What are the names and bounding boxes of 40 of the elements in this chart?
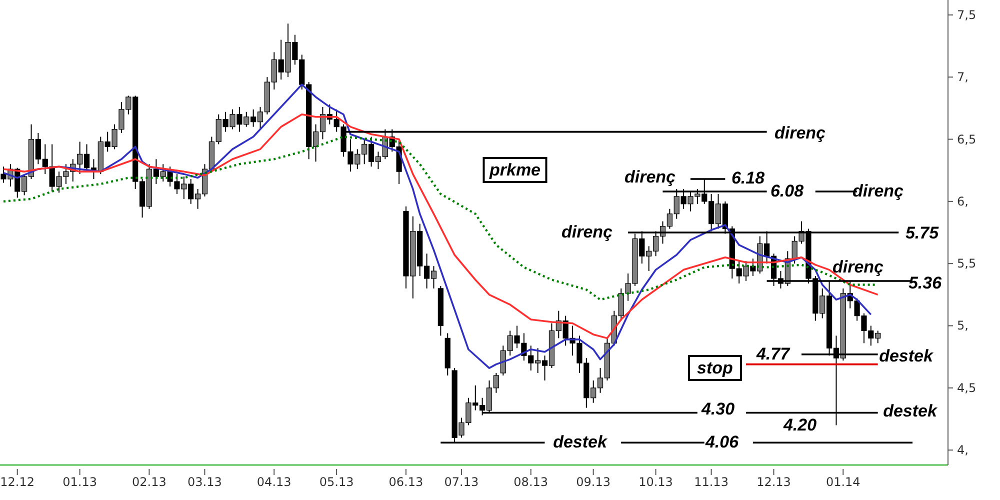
x-tick-label: 09.13 xyxy=(576,475,610,489)
x-tick-label: 01.13 xyxy=(62,475,97,489)
y-tick-label: 5,5 xyxy=(957,256,976,271)
annotation: destek xyxy=(883,402,938,420)
annotation: stop xyxy=(697,358,733,378)
annotation: 4.06 xyxy=(704,432,740,452)
y-tick-label: 4,5 xyxy=(957,380,976,395)
annotation: 5.75 xyxy=(905,224,940,242)
x-tick-label: 11.13 xyxy=(694,475,728,489)
annotation: 4.30 xyxy=(700,400,736,418)
y-tick-label: 7, xyxy=(957,70,968,84)
x-tick-label: 06.13 xyxy=(388,475,424,489)
annotation: direnç xyxy=(561,222,614,242)
annotation: direnç xyxy=(852,182,904,200)
x-tick-label: 12.13 xyxy=(756,475,791,489)
annotation: direnç xyxy=(832,258,884,276)
x-tick-label: 05.13 xyxy=(319,475,354,489)
y-tick-label: 5, xyxy=(957,318,968,333)
x-tick-label: 12.12 xyxy=(0,475,35,489)
y-tick-label: 6,5 xyxy=(957,132,976,146)
y-tick-label: 6, xyxy=(957,194,968,208)
x-tick-label: 04.13 xyxy=(256,475,292,489)
y-tick-label: 4, xyxy=(957,443,968,458)
annotation: 6.08 xyxy=(770,182,804,200)
annotation: direnç xyxy=(624,168,676,186)
annotation: 4.20 xyxy=(782,416,818,434)
annotation: 5.36 xyxy=(908,274,942,292)
x-tick-label: 01.14 xyxy=(826,475,860,489)
x-tick-label: 08.13 xyxy=(514,475,548,489)
x-tick-label: 07.13 xyxy=(444,475,479,489)
x-tick-label: 02.13 xyxy=(132,475,166,489)
annotation: 4.77 xyxy=(755,344,792,364)
annotation: destek xyxy=(553,432,608,452)
x-tick-label: 10.13 xyxy=(638,475,673,489)
annotation: direnç xyxy=(774,124,826,142)
annotation: destek xyxy=(879,346,934,366)
y-tick-label: 7,5 xyxy=(957,8,976,22)
x-tick-label: 03.13 xyxy=(188,475,222,489)
annotation: prkme xyxy=(488,160,541,180)
annotation: 6.18 xyxy=(731,168,766,188)
